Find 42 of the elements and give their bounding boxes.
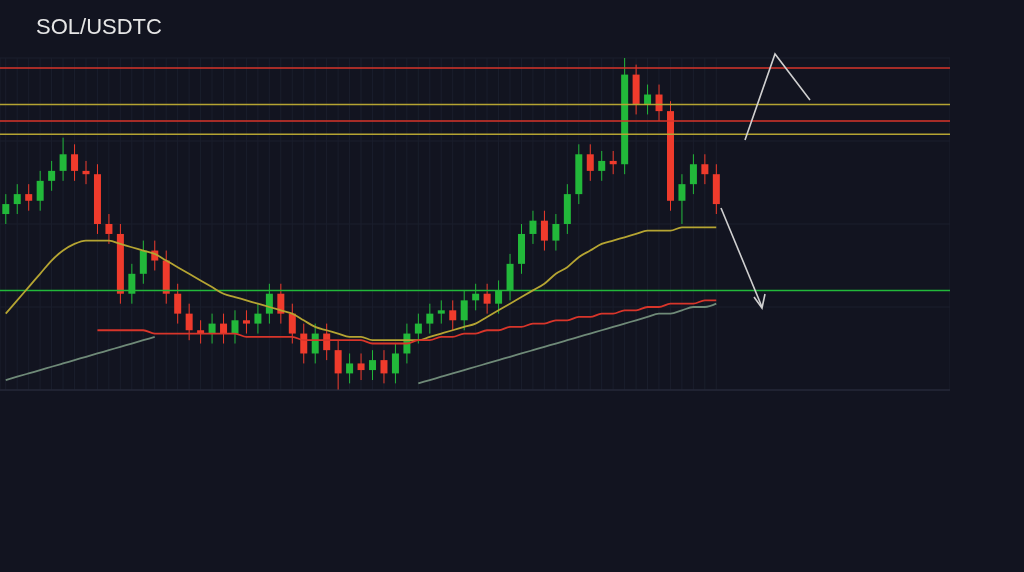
candlestick [288, 303, 296, 345]
candlestick [13, 183, 21, 215]
candlestick [48, 160, 56, 192]
candlestick [220, 313, 228, 345]
candlestick [586, 143, 594, 182]
candlestick [82, 160, 90, 185]
candlestick [609, 150, 617, 175]
candlestick [449, 299, 457, 331]
candlestick [552, 213, 560, 252]
candlestick [483, 283, 491, 315]
candlestick [231, 309, 239, 345]
candlestick [334, 339, 342, 390]
candlestick [254, 303, 262, 335]
candlestick [208, 313, 216, 345]
candlestick [380, 349, 388, 384]
candlestick [105, 213, 113, 245]
candlestick [369, 349, 377, 381]
candlestick [701, 153, 709, 185]
candlestick [346, 352, 354, 384]
candlestick [357, 352, 365, 381]
candlestick [644, 84, 652, 115]
candlestick [414, 313, 422, 345]
candlestick [139, 240, 147, 285]
candlestick [25, 183, 33, 212]
candlestick [678, 173, 686, 225]
candlestick [71, 143, 79, 182]
candlestick [529, 210, 537, 245]
chart-title: SOL/USDTC [36, 14, 162, 40]
candlestick [36, 170, 44, 212]
candlestick [655, 84, 663, 122]
candlestick [242, 309, 250, 335]
candlestick [437, 299, 445, 325]
candlestick [174, 283, 182, 325]
candlestick [598, 150, 606, 182]
candlestick [426, 303, 434, 335]
candlestick [277, 283, 285, 325]
candlestick [540, 210, 548, 252]
candlestick [391, 343, 399, 384]
candlestick [689, 153, 697, 195]
candlestick [59, 137, 67, 182]
candlestick [2, 193, 10, 225]
candlestick [185, 303, 193, 341]
